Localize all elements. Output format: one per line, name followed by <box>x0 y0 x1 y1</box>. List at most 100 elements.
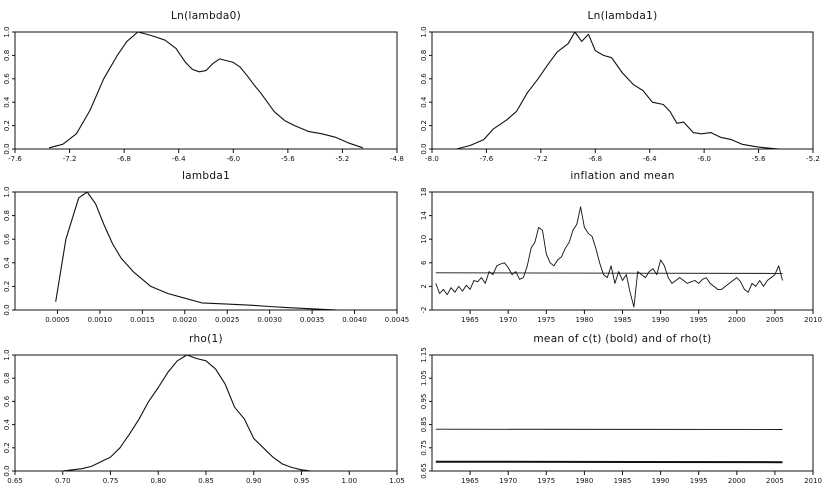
x-tick-label: 0.65 <box>7 477 23 485</box>
y-tick-label: 0.85 <box>420 417 428 433</box>
x-tick-label: -7.2 <box>534 155 548 163</box>
chart-title: inflation and mean <box>570 170 674 182</box>
y-tick-label: 0.4 <box>420 96 428 108</box>
y-tick-label: 0.8 <box>420 50 428 61</box>
x-tick-label: 2010 <box>804 477 822 485</box>
y-tick-label: 1.15 <box>420 347 428 363</box>
y-tick-label: 1.0 <box>3 349 11 360</box>
series-line-1 <box>55 191 372 311</box>
y-tick-label: 0.4 <box>3 96 11 108</box>
x-tick-label: -6.0 <box>226 155 240 163</box>
chart-title: rho(1) <box>189 333 223 345</box>
x-tick-label: 2010 <box>804 316 822 324</box>
plot-frame <box>431 354 814 472</box>
x-tick-label: 2000 <box>728 316 746 324</box>
x-tick-label: -7.2 <box>63 155 77 163</box>
x-tick-label: -5.2 <box>806 155 820 163</box>
y-tick-label: 14 <box>420 211 428 220</box>
panel-rho-1: rho(1) 0.65 0.70 0.75 0.80 0.85 0.90 0.95 1.00 1.… <box>3 333 405 485</box>
plot-frame <box>431 191 814 311</box>
x-tick-label: 1990 <box>652 316 670 324</box>
x-tick-label: 1985 <box>614 477 632 485</box>
x-tick-label: 0.0030 <box>257 316 282 324</box>
x-tick-label: -4.8 <box>390 155 404 163</box>
x-tick-label: 0.0040 <box>342 316 367 324</box>
y-tick-label: 0.8 <box>3 50 11 61</box>
x-tick-label: 1985 <box>614 316 632 324</box>
x-tick-label: 0.0020 <box>173 316 198 324</box>
panel-inflation-and-mean: inflation and mean 1965 1970 1975 1980 1985 19… <box>420 170 822 324</box>
x-tick-label: -5.2 <box>336 155 350 163</box>
x-tick-label: 0.0025 <box>215 316 240 324</box>
x-tick-label: 2005 <box>766 477 784 485</box>
chart-title: Ln(lambda1) <box>587 10 657 22</box>
y-tick-label: 1.0 <box>3 26 11 37</box>
x-tick-label: 1995 <box>690 316 708 324</box>
y-tick-label: 6 <box>420 260 428 265</box>
plot-frame <box>431 31 814 150</box>
y-tick-label: 0.2 <box>3 442 11 453</box>
x-tick-label: 1970 <box>499 316 517 324</box>
y-tick-label: 0.95 <box>420 394 428 410</box>
x-tick-label: 0.0045 <box>385 316 410 324</box>
x-tick-label: -6.8 <box>117 155 131 163</box>
x-tick-label: 1990 <box>652 477 670 485</box>
x-tick-label: -6.4 <box>643 155 657 163</box>
x-tick-label: -8.0 <box>425 155 439 163</box>
x-tick-label: 1.05 <box>389 477 405 485</box>
panel-ln-lambda0: Ln(lambda0) -7.6 -7.2 -6.8 -6.4 -6.0 -5.6 -5.2 -… <box>3 10 404 163</box>
x-tick-label: 1975 <box>537 477 555 485</box>
y-tick-label: -2 <box>420 307 428 314</box>
x-tick-label: 0.0005 <box>45 316 70 324</box>
y-tick-label: 0.6 <box>3 233 11 245</box>
x-tick-label: 2000 <box>728 477 746 485</box>
y-tick-label: 0.8 <box>3 373 11 384</box>
panel-mean-of-c-t-bold-and-of-rho-t: mean of c(t) (bold) and of rho(t) 1965 197… <box>420 333 822 485</box>
x-tick-label: 1.00 <box>341 477 357 485</box>
y-tick-label: 0.2 <box>3 120 11 131</box>
chart-title: lambda1 <box>182 170 230 182</box>
x-tick-label: 1965 <box>461 477 479 485</box>
x-tick-label: -7.6 <box>480 155 494 163</box>
y-tick-label: 0.6 <box>3 395 11 407</box>
x-tick-label: 2005 <box>766 316 784 324</box>
y-tick-label: 18 <box>420 188 428 197</box>
chart-title: mean of c(t) (bold) and of rho(t) <box>533 333 711 345</box>
x-tick-label: -5.6 <box>752 155 766 163</box>
x-tick-label: 0.95 <box>294 477 310 485</box>
y-tick-label: 1.0 <box>3 186 11 197</box>
chart-title: Ln(lambda0) <box>171 10 241 22</box>
x-tick-label: 0.70 <box>55 477 71 485</box>
series-line-2 <box>435 460 783 464</box>
y-tick-label: 0.65 <box>420 463 428 479</box>
y-tick-label: 1.05 <box>420 370 428 386</box>
x-tick-label: 0.0015 <box>130 316 155 324</box>
y-tick-label: 0.6 <box>420 73 428 85</box>
series-line-1 <box>48 31 364 149</box>
y-tick-label: 0.75 <box>420 440 428 456</box>
y-tick-label: 0.2 <box>420 120 428 131</box>
x-tick-label: 0.0035 <box>300 316 325 324</box>
series-line-1 <box>456 31 780 150</box>
x-tick-label: 1965 <box>461 316 479 324</box>
y-tick-label: 0.6 <box>3 73 11 85</box>
y-tick-label: 0.0 <box>3 465 11 476</box>
series-line-1 <box>53 354 321 472</box>
x-tick-label: 1970 <box>499 477 517 485</box>
panel-ln-lambda1: Ln(lambda1) -8.0 -7.6 -7.2 -6.8 -6.4 -6.0 -5.6 -… <box>420 10 820 163</box>
y-tick-label: 0.2 <box>3 281 11 292</box>
y-tick-label: 1.0 <box>420 26 428 37</box>
y-tick-label: 0.8 <box>3 210 11 221</box>
x-tick-label: 0.75 <box>103 477 119 485</box>
panel-lambda1: lambda1 0.0005 0.0010 0.0015 0.0020 0.0025 0.0… <box>3 170 409 324</box>
x-tick-label: -5.6 <box>281 155 295 163</box>
series-line-1 <box>435 206 783 308</box>
plot-frame <box>14 354 398 472</box>
x-tick-label: 0.0010 <box>88 316 113 324</box>
y-tick-label: 0.4 <box>3 257 11 269</box>
plot-frame <box>14 31 398 150</box>
y-tick-label: 0.0 <box>3 304 11 315</box>
x-tick-label: -6.0 <box>697 155 711 163</box>
series-line-2 <box>435 272 783 274</box>
